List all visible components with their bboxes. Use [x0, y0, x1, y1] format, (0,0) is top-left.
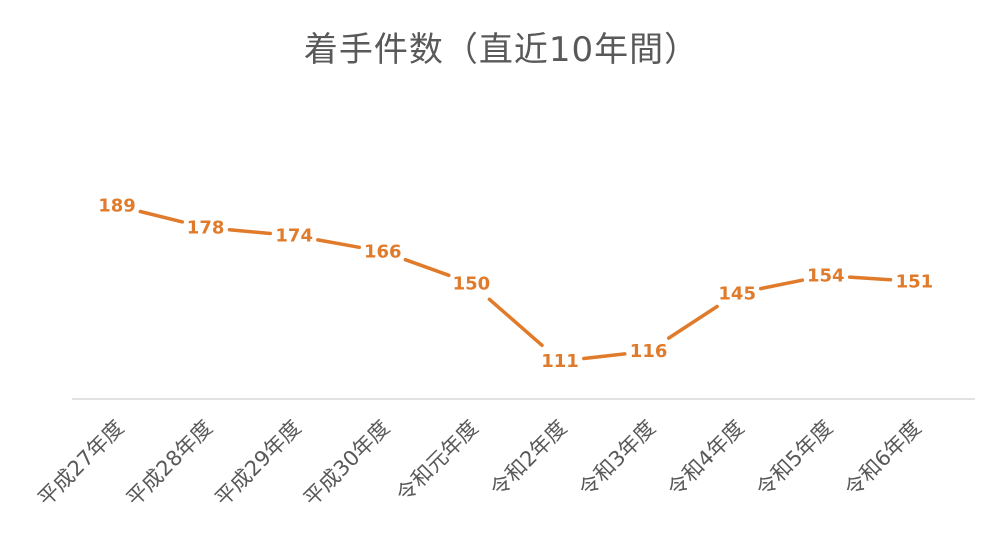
data-label: 178	[187, 218, 225, 239]
data-label: 150	[453, 273, 491, 294]
x-tick-label: 平成27年度	[33, 416, 128, 511]
x-tick-label: 平成28年度	[122, 416, 217, 511]
x-tick-label: 令和元年度	[392, 416, 483, 507]
series-line-segment	[316, 238, 361, 250]
data-label: 154	[807, 266, 845, 287]
x-tick-label: 令和6年度	[840, 416, 926, 502]
series-line-segment	[138, 209, 185, 224]
x-tick-label: 平成30年度	[299, 416, 394, 511]
series-line-segment	[666, 304, 719, 340]
data-label: 174	[275, 226, 313, 247]
chart-title: 着手件数（直近10年間）	[303, 30, 700, 70]
data-label: 111	[541, 351, 579, 372]
series-line-segment	[227, 228, 273, 236]
x-tick-layer: 平成27年度平成28年度平成29年度平成30年度令和元年度 令和2年度 令和3年度令…	[33, 416, 926, 511]
series-line-segment	[758, 278, 805, 291]
data-label: 116	[630, 341, 668, 362]
x-tick-label: 令和5年度	[752, 416, 838, 502]
data-label: 166	[364, 242, 402, 263]
series-line-segment	[403, 257, 451, 278]
label-layer: 189 178 174 166 150 111 116 145 154 151	[98, 196, 933, 372]
x-tick-label: 令和2年度	[486, 416, 572, 502]
series-line-segment	[847, 275, 893, 282]
series-line-segment	[487, 297, 544, 348]
series-layer	[138, 209, 893, 361]
data-label: 189	[98, 196, 136, 217]
data-label: 151	[896, 271, 934, 292]
data-label: 145	[718, 283, 756, 304]
x-tick-label: 平成29年度	[210, 416, 305, 511]
series-line-segment	[582, 352, 627, 361]
x-tick-label: 令和4年度	[663, 416, 749, 502]
x-tick-label: 令和3年度	[574, 416, 660, 502]
